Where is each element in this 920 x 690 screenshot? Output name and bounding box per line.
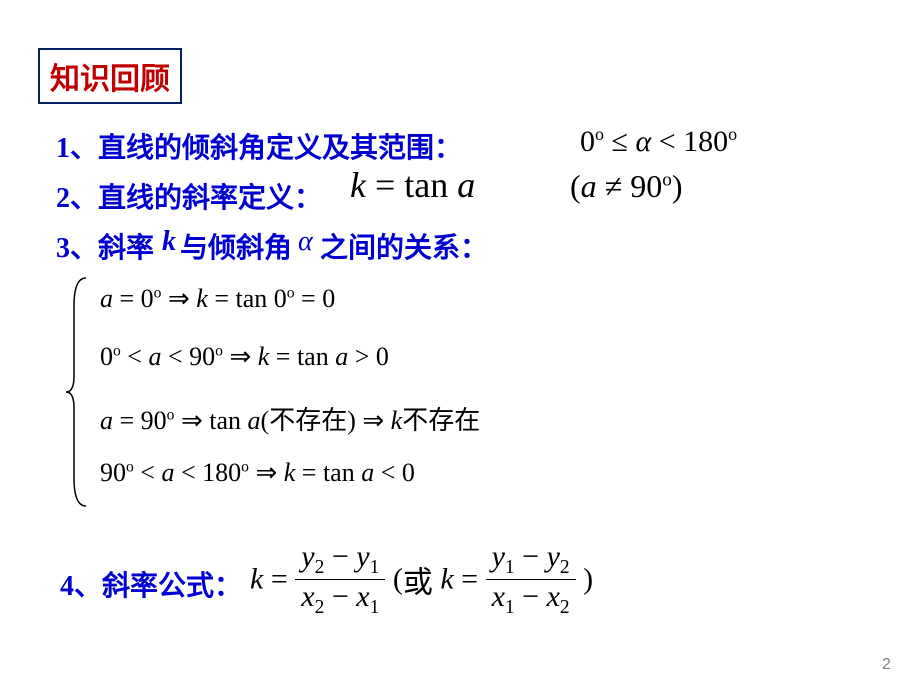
brace-line-2: 0o < a < 90o ⇒ k = tan a > 0 [100,342,389,372]
bullet-1: 1、直线的倾斜角定义及其范围： [56,126,462,166]
page-number-value: 2 [882,656,891,673]
brace-line-3: a = 90o ⇒ tan a(不存在) ⇒ k不存在 [100,400,480,437]
bullet-1-label: 1、直线的倾斜角定义及其范围： [56,133,462,164]
slope-definition: k = tan a [350,164,475,206]
title-text: 知识回顾 [50,63,170,96]
slope-formula: k = y2 − y1 x2 − x1 (或 k = y1 − y2 x1 − … [250,540,593,619]
bullet-3-label: 3、斜率 [56,233,154,264]
bullet-4: 4、斜率公式： [60,564,242,604]
brace-line-4: 90o < a < 180o ⇒ k = tan a < 0 [100,458,415,488]
fraction-2: y1 − y2 x1 − x2 [486,540,576,619]
bullet-3-part1: 3、斜率 [56,226,154,266]
fraction-1: y2 − y1 x2 − x1 [295,540,385,619]
bullet-3-label3: 之间的关系： [320,233,488,264]
bullet-3-alpha: α [298,226,313,258]
brace-line-1: a = 0o ⇒ k = tan 0o = 0 [100,284,335,314]
bullet-3-part3: 之间的关系： [320,226,488,266]
slope-def-condition: (a ≠ 90o) [570,168,682,205]
title-box: 知识回顾 [38,48,182,104]
bullet-3-label2: 与倾斜角 [180,233,292,264]
bullet-3-k: k [162,226,176,258]
range-formula: 0o ≤ α < 180o [580,124,737,159]
bullet-2: 2、直线的斜率定义： [56,176,322,216]
var-alpha: α [298,226,313,257]
bullet-3-part2: 与倾斜角 [180,226,292,266]
bullet-4-label: 4、斜率公式： [60,571,242,602]
bullet-2-label: 2、直线的斜率定义： [56,183,322,214]
var-k: k [162,226,176,257]
left-brace [64,276,94,508]
page-number: 2 [882,656,891,674]
